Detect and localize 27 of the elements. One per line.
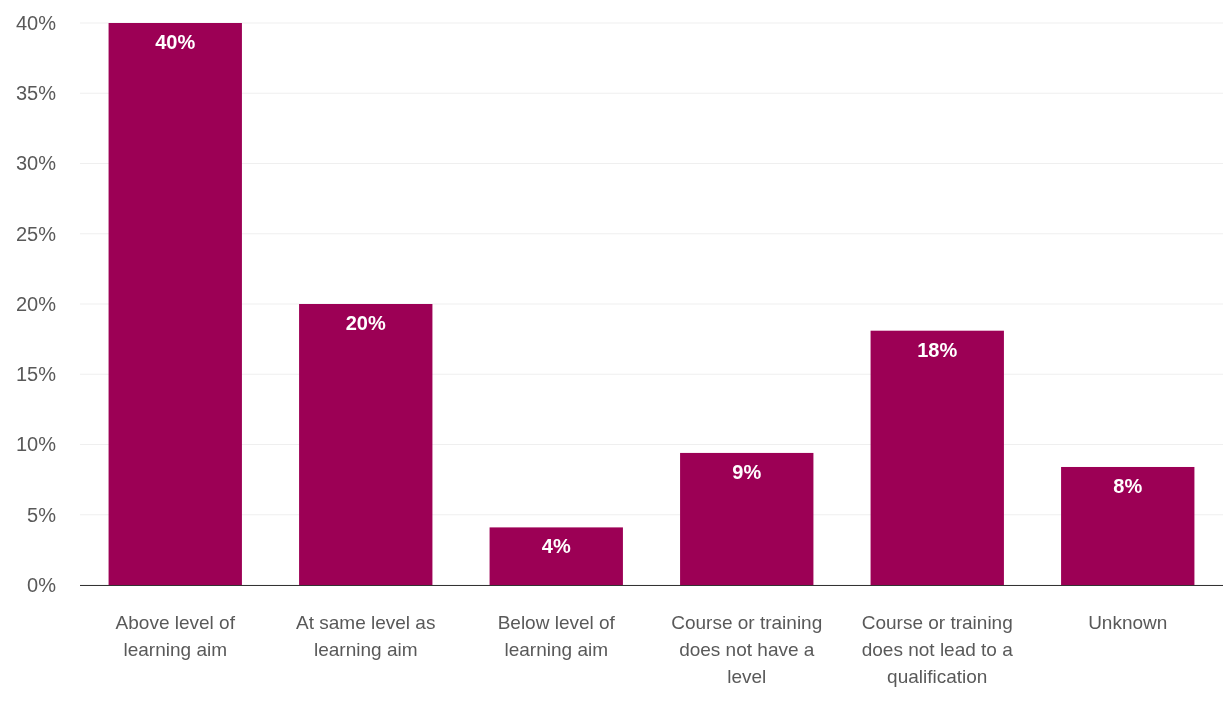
bar bbox=[299, 304, 433, 585]
x-tick-label: Above level of learning aim bbox=[115, 612, 236, 660]
x-tick-label: Course or training does not lead to a qualification bbox=[861, 612, 1014, 687]
x-tick-label: Course or training does not have a level bbox=[671, 612, 823, 687]
bar bbox=[489, 527, 623, 585]
y-tick-label: 20% bbox=[15, 292, 57, 315]
bar bbox=[108, 23, 242, 585]
x-tick-label: At same level as learning aim bbox=[296, 612, 436, 660]
y-tick-label: 30% bbox=[15, 152, 57, 175]
data-label: 8% bbox=[1113, 474, 1143, 497]
bar bbox=[1061, 466, 1195, 585]
y-tick-label: 0% bbox=[27, 573, 57, 596]
y-tick-label: 40% bbox=[15, 11, 57, 34]
bar bbox=[870, 330, 1004, 585]
y-tick-label: 25% bbox=[15, 222, 57, 245]
bar bbox=[680, 452, 814, 585]
y-tick-label: 35% bbox=[15, 82, 57, 105]
x-tick-label: Unknown bbox=[1088, 612, 1168, 633]
y-tick-label: 15% bbox=[15, 363, 57, 386]
data-label: 20% bbox=[345, 312, 386, 334]
data-label: 4% bbox=[541, 535, 571, 558]
data-label: 9% bbox=[732, 460, 762, 483]
data-label: 18% bbox=[917, 338, 958, 361]
y-tick-label: 5% bbox=[27, 503, 57, 526]
y-tick-label: 10% bbox=[15, 433, 57, 456]
x-tick-label: Below level of learning aim bbox=[497, 612, 616, 660]
data-label: 40% bbox=[155, 31, 196, 53]
